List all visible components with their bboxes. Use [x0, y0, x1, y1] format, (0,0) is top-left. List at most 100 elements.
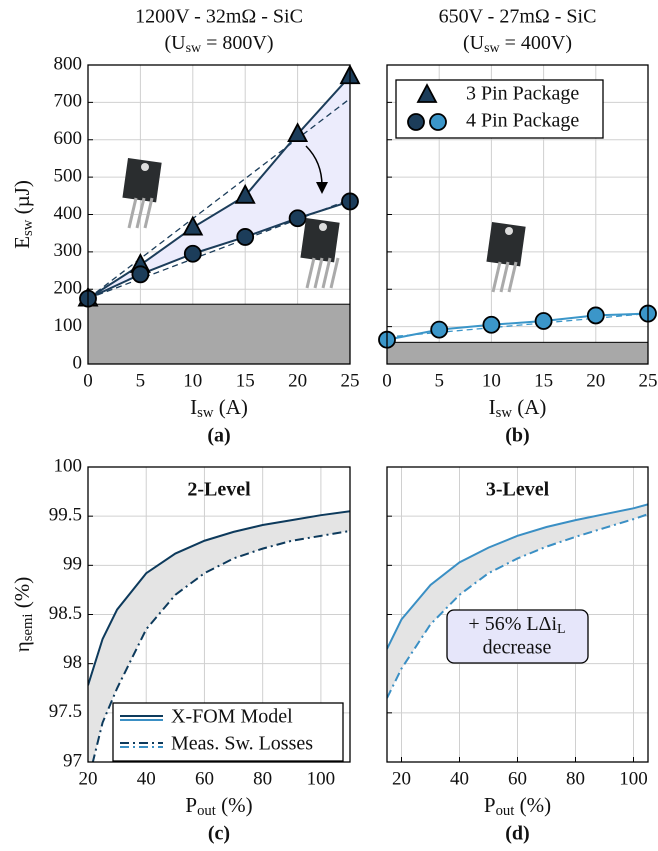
panel-subtitle-main: (U [463, 32, 485, 54]
legend-label: 4 Pin Package [466, 110, 579, 132]
y-axis-label-sub: semi [20, 614, 36, 642]
series-line [387, 503, 648, 650]
shaded-region [87, 303, 351, 365]
y-tick-label: 97 [63, 750, 82, 771]
package-hole [141, 163, 149, 171]
x-axis-label-sub: out [197, 803, 216, 819]
x-axis-label-rest: (%) [514, 793, 551, 817]
y-tick-label: 0 [73, 352, 83, 373]
x-axis-label-main: I [190, 395, 197, 419]
y-tick-label: 800 [54, 53, 83, 74]
y-tick-label: 97.5 [49, 701, 82, 722]
plot-frame [87, 466, 351, 763]
x-tick-label: 40 [450, 768, 469, 789]
package-leg [143, 197, 154, 229]
package-body [486, 221, 526, 267]
pointer-head [316, 182, 328, 194]
x-tick-label: 80 [566, 768, 585, 789]
annotation-text: + 56% LΔiL [468, 613, 565, 638]
y-axis-label-rest: (µJ) [10, 180, 34, 220]
x-axis-label-rest: (A) [512, 395, 546, 419]
legend-marker [407, 113, 425, 131]
package-leg [329, 257, 340, 289]
annotation-text-main: + 56% LΔi [468, 613, 557, 635]
x-axis-label-main: P [484, 793, 496, 817]
panel-caption: (c) [208, 823, 230, 845]
fill-band [387, 504, 648, 699]
x-tick-label: 5 [136, 370, 146, 391]
x-axis-label-main: P [185, 793, 197, 817]
x-axis-label-main: I [489, 395, 496, 419]
y-axis-label-rest: (%) [10, 577, 34, 614]
panel-title: 650V - 27mΩ - SiC [439, 6, 597, 28]
fit-line [386, 312, 649, 338]
x-tick-label: 10 [482, 370, 501, 391]
package-leg [135, 197, 146, 229]
annotation-text-sub: L [557, 622, 566, 637]
fill-band [88, 76, 350, 299]
package-leg [305, 257, 316, 289]
x-tick-label: 60 [508, 768, 527, 789]
y-tick-label: 99 [63, 554, 82, 575]
legend-box [395, 79, 604, 139]
package-leg [507, 261, 518, 293]
panel-subtitle-rest: = 400V) [500, 32, 572, 54]
plot-frame [87, 64, 351, 365]
x-axis-label: Pout (%) [484, 793, 551, 820]
package-hole [319, 223, 327, 231]
series-line [87, 200, 351, 300]
x-tick-label: 20 [586, 370, 605, 391]
y-tick-label: 100 [54, 315, 83, 336]
x-axis-label-sub: out [496, 803, 515, 819]
panel-subtitle: (Usw = 400V) [463, 32, 572, 57]
marker-circle [430, 320, 449, 339]
x-tick-label: 15 [236, 370, 255, 391]
marker-circle [183, 244, 202, 263]
panel-title: 1200V - 32mΩ - SiC [135, 6, 303, 28]
marker-triangle [287, 122, 309, 143]
x-tick-label: 20 [392, 768, 411, 789]
x-tick-label: 100 [307, 768, 336, 789]
plot-frame [386, 64, 649, 365]
x-tick-label: 5 [434, 370, 444, 391]
x-axis-label-sub: sw [496, 405, 513, 421]
x-tick-label: 20 [79, 768, 98, 789]
x-tick-label: 20 [288, 370, 307, 391]
x-tick-label: 60 [195, 768, 214, 789]
package-leg [127, 197, 138, 229]
y-tick-label: 500 [54, 165, 83, 186]
legend-marker [429, 113, 447, 131]
legend-marker [416, 83, 438, 103]
y-axis-label: Esw (µJ) [10, 180, 37, 249]
legend-label: 3 Pin Package [466, 83, 579, 105]
x-tick-label: 25 [639, 370, 658, 391]
package-body [300, 218, 340, 263]
legend-label: Meas. Sw. Losses [171, 733, 313, 755]
marker-circle [534, 312, 553, 330]
x-axis-label: Isw (A) [489, 395, 547, 422]
y-tick-label: 200 [54, 278, 83, 299]
x-axis-label-rest: (%) [216, 793, 253, 817]
legend-box [112, 702, 344, 762]
x-tick-label: 100 [619, 768, 648, 789]
y-tick-label: 300 [54, 240, 83, 261]
series-line [91, 529, 350, 762]
x-tick-label: 15 [534, 370, 553, 391]
x-tick-label: 25 [341, 370, 360, 391]
plot-frame [386, 466, 649, 763]
shaded-region [386, 341, 649, 365]
panel-caption: (b) [505, 425, 529, 447]
package-leg [499, 261, 510, 293]
marker-circle [131, 265, 150, 284]
panel-subtitle-main: (U [164, 32, 186, 54]
y-tick-label: 98.5 [49, 603, 82, 624]
x-tick-label: 40 [137, 768, 156, 789]
y-axis-label: ηsemi (%) [10, 577, 37, 652]
marker-circle [288, 209, 307, 228]
fit-line [87, 98, 351, 300]
panel-subtitle-rest: = 800V) [201, 32, 273, 54]
marker-triangle [182, 215, 204, 236]
marker-circle [586, 306, 605, 325]
package-leg [491, 261, 502, 293]
panel-subtitle-sub: sw [186, 41, 202, 56]
